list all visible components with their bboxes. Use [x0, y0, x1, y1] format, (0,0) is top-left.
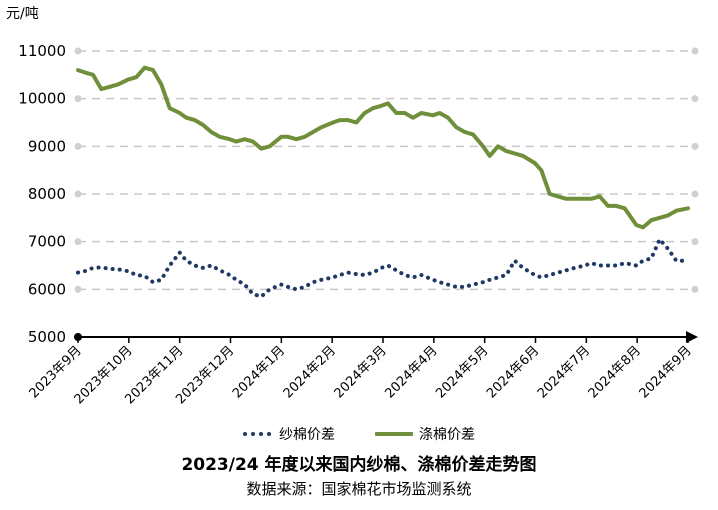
gridline-start-dot — [74, 95, 82, 103]
chart: 11000 10000 9000 8000 7000 6000 5000 2023年9月20… — [6, 6, 699, 407]
legend-solid-swatch — [375, 432, 413, 436]
y-tick-label: 10000 — [18, 90, 66, 108]
x-axis-ticks: 2023年9月2023年10月2023年11月2023年12月2024年1月20… — [27, 337, 695, 407]
x-tick-label: 2024年7月 — [535, 343, 593, 401]
x-tick-label: 2024年9月 — [637, 343, 695, 401]
x-tick-label: 2024年5月 — [433, 343, 491, 401]
y-tick-label: 7000 — [28, 233, 66, 251]
gridline-end-dot — [691, 95, 699, 103]
series-layer — [76, 65, 690, 299]
legend-label-yarn-cotton: 纱棉价差 — [279, 427, 335, 443]
x-tick-label: 2024年4月 — [382, 343, 440, 401]
chart-source: 数据来源：国家棉花市场监测系统 — [246, 480, 472, 498]
series-line-yarn-cotton — [76, 237, 690, 299]
y-tick-label: 11000 — [18, 42, 66, 60]
gridline-start-dot — [74, 190, 82, 198]
legend-dotted-swatch — [243, 432, 273, 436]
x-tick-label: 2024年8月 — [586, 343, 644, 401]
gridlines — [74, 47, 699, 293]
y-tick-label: 9000 — [28, 137, 66, 155]
y-axis-unit-label: 元/吨 — [6, 6, 39, 22]
y-tick-label: 5000 — [28, 328, 66, 346]
x-tick-label: 2024年6月 — [484, 343, 542, 401]
y-tick-label: 6000 — [28, 280, 66, 298]
gridline-end-dot — [691, 142, 699, 150]
gridline-end-dot — [691, 238, 699, 246]
gridline-end-dot — [691, 285, 699, 293]
gridline-start-dot — [74, 238, 82, 246]
series-line-polyester-cotton — [76, 65, 690, 230]
gridline-start-dot — [74, 285, 82, 293]
x-axis-arrow — [686, 331, 698, 343]
gridline-end-dot — [691, 47, 699, 55]
legend-item-polyester-cotton: 涤棉价差 — [375, 424, 475, 444]
x-tick-label: 2024年3月 — [332, 343, 390, 401]
y-axis-ticks: 11000 10000 9000 8000 7000 6000 5000 — [18, 42, 66, 346]
legend-item-yarn-cotton: 纱棉价差 — [243, 424, 335, 444]
gridline-end-dot — [691, 190, 699, 198]
y-axis-origin-dot — [74, 333, 82, 341]
gridline-start-dot — [74, 142, 82, 150]
gridline-start-dot — [74, 47, 82, 55]
x-tick-label: 2024年1月 — [230, 343, 288, 401]
chart-title: 2023/24 年度以来国内纱棉、涤棉价差走势图 — [181, 455, 537, 475]
y-tick-label: 8000 — [28, 185, 66, 203]
x-tick-label: 2024年2月 — [281, 343, 339, 401]
legend-label-polyester-cotton: 涤棉价差 — [419, 427, 475, 443]
legend: 纱棉价差 涤棉价差 — [0, 424, 718, 444]
